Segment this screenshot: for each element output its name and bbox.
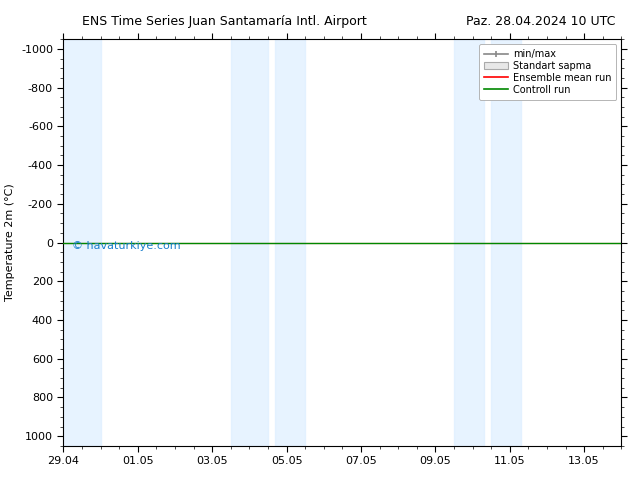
Bar	[45, 39, 101, 446]
Bar	[491, 39, 521, 446]
Text: © havaturkiye.com: © havaturkiye.com	[72, 241, 181, 250]
Y-axis label: Temperature 2m (°C): Temperature 2m (°C)	[6, 184, 15, 301]
Bar	[231, 39, 268, 446]
Text: Paz. 28.04.2024 10 UTC: Paz. 28.04.2024 10 UTC	[465, 15, 615, 28]
Bar	[454, 39, 484, 446]
Bar	[275, 39, 305, 446]
Legend: min/max, Standart sapma, Ensemble mean run, Controll run: min/max, Standart sapma, Ensemble mean r…	[479, 44, 616, 99]
Text: ENS Time Series Juan Santamaría Intl. Airport: ENS Time Series Juan Santamaría Intl. Ai…	[82, 15, 367, 28]
